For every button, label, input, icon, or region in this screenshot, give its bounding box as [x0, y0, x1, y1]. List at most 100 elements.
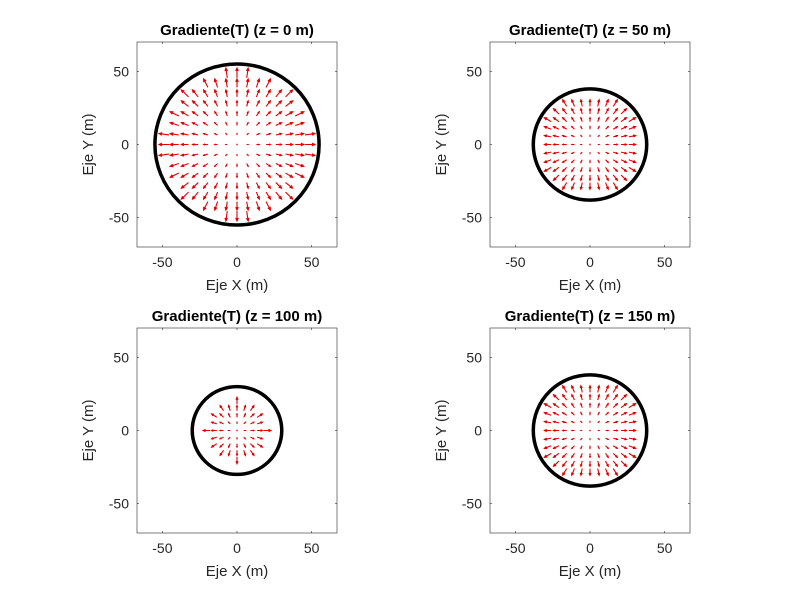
- arrow: [235, 404, 239, 411]
- arrow: [605, 167, 609, 173]
- arrow: [579, 174, 583, 182]
- arrow: [552, 151, 560, 155]
- arrow: [588, 384, 592, 393]
- arrow: [168, 163, 179, 168]
- arrow: [202, 110, 209, 117]
- arrow: [213, 143, 218, 146]
- arrow: [213, 201, 219, 212]
- arrow: [561, 384, 568, 393]
- arrow: [543, 166, 552, 173]
- arrow: [571, 402, 575, 408]
- arrow: [245, 77, 250, 88]
- arrow: [589, 159, 591, 164]
- arrow: [191, 143, 199, 146]
- arrow: [571, 393, 575, 401]
- arrow: [202, 182, 209, 190]
- y-tick-label: 0: [121, 137, 129, 153]
- arrow: [235, 77, 239, 88]
- arrow: [543, 151, 552, 155]
- arrow: [620, 460, 628, 468]
- arrow: [579, 384, 583, 393]
- arrow: [579, 437, 583, 441]
- arrow: [588, 393, 592, 401]
- arrow: [571, 167, 575, 173]
- arrow: [580, 116, 583, 122]
- arrow: [571, 98, 575, 107]
- arrow: [552, 445, 560, 449]
- x-tick-label: 50: [304, 540, 320, 556]
- arrow: [249, 449, 255, 457]
- arrow: [552, 429, 559, 432]
- arrow: [628, 125, 637, 130]
- arrow: [588, 182, 592, 191]
- arrow: [263, 428, 273, 433]
- arrow: [275, 99, 283, 107]
- arrow: [561, 411, 568, 416]
- arrow: [243, 412, 247, 418]
- arrow: [213, 110, 219, 117]
- arrow: [588, 468, 592, 477]
- arrow: [552, 393, 560, 401]
- arrow: [579, 182, 583, 191]
- arrow: [218, 421, 224, 425]
- arrow: [168, 132, 179, 136]
- arrow: [224, 182, 228, 190]
- y-axis-label: Eje Y (m): [80, 114, 97, 176]
- arrow: [210, 443, 218, 448]
- arrow: [202, 77, 209, 88]
- x-tick-label: -50: [152, 540, 172, 556]
- arrow: [621, 143, 628, 146]
- arrow: [180, 88, 189, 98]
- arrow: [180, 99, 189, 107]
- arrow: [256, 436, 264, 440]
- arrow: [620, 445, 628, 449]
- arrow: [265, 121, 272, 126]
- arrow: [168, 111, 180, 117]
- arrow: [285, 182, 294, 190]
- arrow: [255, 88, 260, 98]
- arrow: [579, 468, 583, 477]
- arrow: [235, 192, 239, 201]
- x-tick-label: 0: [233, 540, 241, 556]
- arrow: [275, 122, 283, 126]
- arrow: [589, 445, 591, 450]
- arrow: [285, 132, 294, 136]
- arrow: [304, 153, 317, 157]
- arrow: [570, 437, 575, 441]
- arrow: [285, 191, 294, 201]
- quiver-field: [201, 395, 273, 466]
- arrow: [552, 107, 560, 115]
- arrow: [605, 143, 610, 146]
- arrow: [168, 153, 179, 157]
- arrow: [157, 132, 170, 136]
- arrow: [552, 402, 560, 409]
- arrow: [213, 163, 218, 168]
- arrow: [235, 456, 239, 466]
- arrow: [236, 163, 238, 168]
- arrow: [613, 429, 619, 432]
- arrow: [243, 443, 247, 449]
- arrow: [628, 452, 637, 459]
- arrow: [570, 125, 575, 130]
- arrow: [543, 428, 552, 433]
- arrow: [202, 132, 209, 136]
- arrow: [255, 191, 260, 201]
- arrow: [597, 420, 601, 424]
- arrow: [295, 153, 306, 157]
- arrow: [561, 460, 568, 468]
- y-axis-label: Eje Y (m): [433, 114, 450, 176]
- arrow: [552, 437, 560, 441]
- arrow: [605, 134, 610, 138]
- y-tick-label: 50: [466, 349, 482, 365]
- quiver-field: [543, 98, 637, 191]
- arrow: [612, 402, 619, 409]
- arrow: [227, 404, 231, 411]
- arrow: [597, 167, 600, 173]
- arrow: [235, 182, 239, 190]
- arrow: [620, 116, 628, 123]
- arrow: [219, 404, 225, 412]
- arrow: [552, 166, 560, 173]
- arrow: [285, 142, 295, 147]
- arrow: [561, 393, 568, 401]
- arrow: [275, 191, 283, 201]
